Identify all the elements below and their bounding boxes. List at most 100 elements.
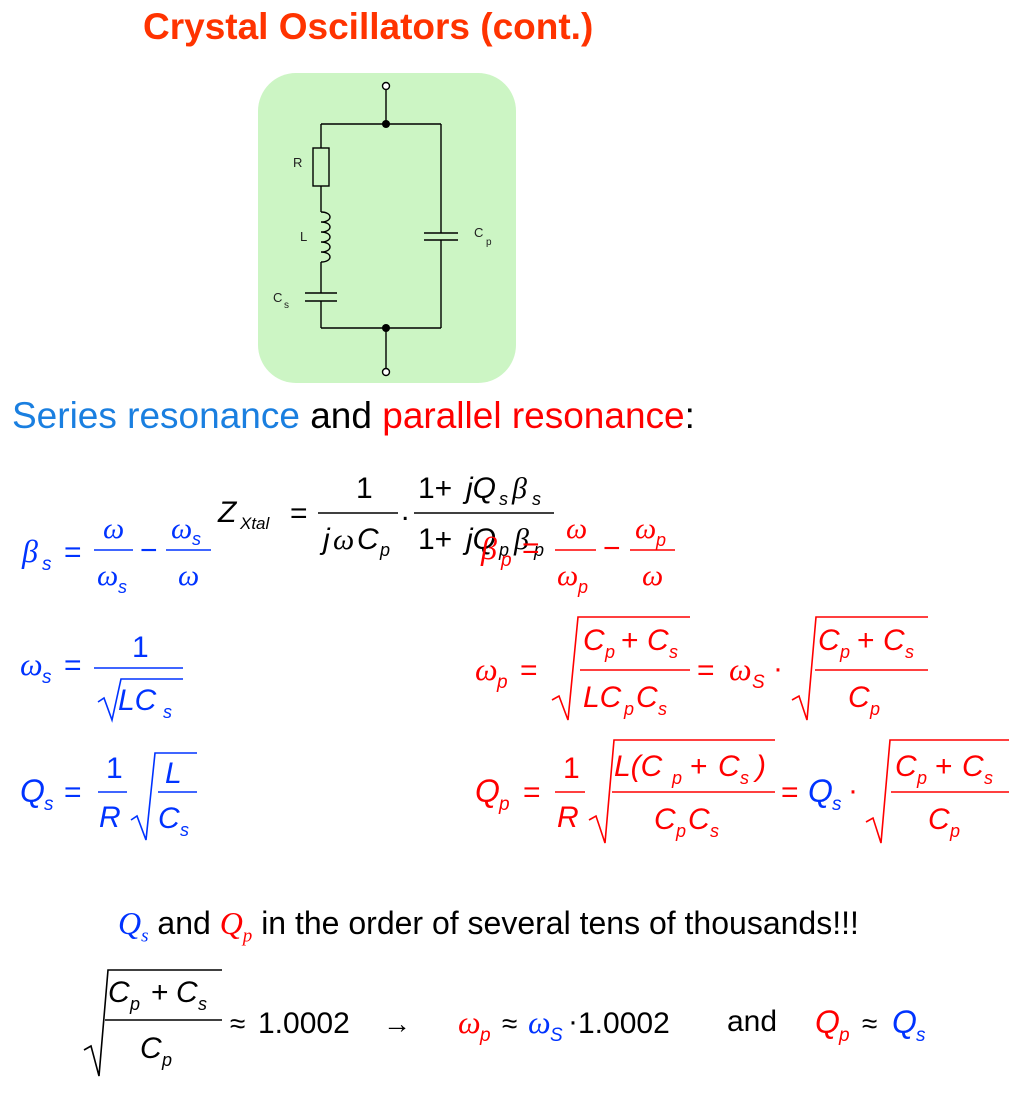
svg-text:p: p: [604, 642, 615, 662]
formula-beta-p: β p = ω ω p − ω p ω: [480, 512, 675, 597]
note-and: and: [157, 905, 211, 941]
svg-text:ω: ω: [729, 651, 752, 687]
approx-value-2: 1.0002: [578, 1007, 670, 1040]
svg-text:−: −: [603, 532, 621, 565]
svg-text:β: β: [511, 472, 527, 505]
note-qs: Qs: [118, 905, 149, 947]
heading-parallel: parallel resonance: [382, 395, 685, 436]
q-factor-note: Qs and Qp in the order of several tens o…: [118, 905, 859, 947]
svg-text:C: C: [647, 624, 669, 657]
svg-text:C: C: [108, 976, 130, 1009]
svg-text:s: s: [710, 821, 719, 841]
svg-text:p: p: [498, 540, 509, 560]
svg-text:j: j: [319, 523, 331, 556]
svg-text:L(C: L(C: [614, 750, 663, 783]
crystal-circuit-diagram: R L C s C p: [258, 73, 516, 383]
svg-text:C: C: [176, 976, 198, 1009]
note-qp: Qp: [219, 905, 253, 947]
label-cs: C: [273, 290, 282, 305]
svg-text:Q: Q: [20, 773, 45, 809]
svg-text:s: s: [740, 768, 749, 788]
approx-and: and: [727, 1005, 777, 1038]
svg-text:=: =: [781, 776, 799, 809]
svg-text:p: p: [655, 530, 666, 550]
svg-text:s: s: [192, 529, 201, 549]
svg-text:1: 1: [106, 752, 123, 785]
svg-text:+: +: [151, 976, 169, 1009]
svg-text:ω: ω: [103, 512, 124, 545]
svg-text:=: =: [64, 649, 82, 682]
svg-text:s: s: [984, 768, 993, 788]
svg-text:Q: Q: [808, 773, 833, 809]
heading-series: Series resonance: [12, 395, 300, 436]
svg-text:≈: ≈: [502, 1008, 517, 1039]
svg-text:C: C: [158, 802, 180, 835]
svg-text:ω: ω: [566, 512, 587, 545]
svg-text:=: =: [290, 497, 308, 530]
svg-text:p: p: [161, 1050, 172, 1070]
svg-text:≈: ≈: [230, 1008, 245, 1039]
svg-text:+: +: [690, 750, 708, 783]
label-r: R: [293, 155, 302, 170]
svg-text:R: R: [557, 801, 579, 834]
svg-text:C: C: [357, 523, 379, 556]
svg-text:C: C: [654, 803, 676, 836]
svg-text:ω: ω: [475, 651, 498, 687]
svg-text:p: p: [500, 550, 512, 571]
svg-text:β: β: [480, 530, 497, 566]
svg-text:s: s: [916, 1025, 926, 1046]
svg-text:LC: LC: [583, 681, 622, 714]
svg-text:=: =: [522, 532, 540, 565]
svg-text:+: +: [935, 750, 953, 783]
resonance-heading: Series resonance and parallel resonance:: [12, 395, 695, 437]
svg-text:p: p: [838, 1025, 850, 1046]
svg-text:1: 1: [563, 752, 580, 785]
svg-text:+: +: [857, 624, 875, 657]
svg-text:.: .: [401, 494, 409, 527]
label-l: L: [300, 229, 307, 244]
svg-text:p: p: [577, 577, 588, 597]
svg-text:s: s: [42, 554, 52, 575]
svg-text:ω: ω: [171, 512, 192, 545]
svg-text:C: C: [688, 803, 710, 836]
svg-text:ω: ω: [557, 559, 578, 592]
svg-text:s: s: [118, 577, 127, 597]
svg-text:R: R: [99, 801, 121, 834]
slide-title: Crystal Oscillators (cont.): [143, 6, 594, 47]
formula-q-p: Q p = 1 R L(C p + C s ) C p C s = Q s · …: [475, 739, 1009, 844]
svg-text:s: s: [42, 667, 52, 688]
svg-text:Q: Q: [892, 1004, 917, 1040]
svg-text:C: C: [962, 750, 984, 783]
svg-text:p: p: [675, 821, 686, 841]
svg-text:p: p: [533, 540, 544, 560]
svg-text:s: s: [163, 702, 172, 722]
svg-text:=: =: [523, 776, 541, 809]
formula-zxtal: Z Xtal = 1 j ω C p . 1+ jQ s β s 1+ jQ p…: [217, 472, 554, 560]
svg-text:·: ·: [773, 652, 783, 685]
svg-text:p: p: [839, 642, 850, 662]
svg-text:ω: ω: [528, 1004, 551, 1040]
svg-text:S: S: [752, 672, 765, 693]
circuit-schematic: R L C s C p: [273, 81, 492, 377]
svg-text:s: s: [499, 489, 508, 509]
svg-text:s: s: [198, 994, 207, 1014]
svg-text:ω: ω: [642, 559, 663, 592]
svg-text:): ): [753, 750, 766, 783]
svg-text:s: s: [44, 794, 54, 815]
svg-text:=: =: [64, 536, 82, 569]
svg-text:s: s: [180, 820, 189, 840]
label-cp-sub: p: [486, 237, 492, 248]
svg-text:C: C: [140, 1032, 162, 1065]
svg-text:s: s: [669, 642, 678, 662]
svg-text:s: s: [658, 699, 667, 719]
formula-q-s: Q s = 1 R L C s: [20, 752, 197, 841]
svg-text:·: ·: [848, 774, 858, 807]
formula-beta-s: β s = ω ω s − ω s ω: [21, 512, 211, 597]
svg-text:C: C: [895, 750, 917, 783]
svg-text:C: C: [718, 750, 740, 783]
svg-text:s: s: [905, 642, 914, 662]
svg-text:p: p: [623, 699, 634, 719]
note-text: in the order of several tens of thousand…: [261, 905, 859, 941]
svg-text:C: C: [848, 681, 870, 714]
svg-text:ω: ω: [178, 559, 199, 592]
